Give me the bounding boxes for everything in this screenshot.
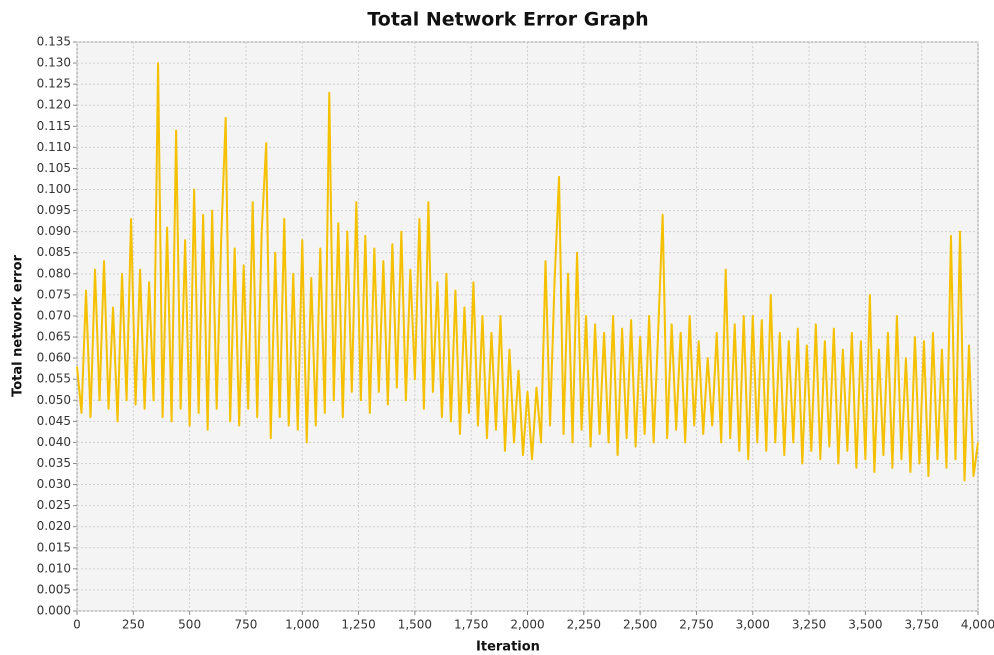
x-tick-label: 4,000: [961, 618, 994, 632]
y-tick-label: 0.025: [37, 498, 71, 512]
x-tick-label: 0: [73, 618, 81, 632]
x-tick-label: 1,500: [398, 618, 432, 632]
x-axis-label: Iteration: [476, 640, 540, 655]
y-tick-label: 0.125: [37, 77, 71, 91]
x-tick-label: 250: [122, 618, 145, 632]
x-tick-label: 3,000: [736, 618, 770, 632]
y-tick-label: 0.045: [37, 414, 71, 428]
y-tick-label: 0.080: [37, 266, 71, 280]
y-tick-label: 0.085: [37, 245, 71, 259]
data-line: [76, 62, 979, 482]
y-tick-label: 0.000: [37, 604, 71, 618]
x-tick-label: 1,750: [454, 618, 488, 632]
y-tick-label: 0.035: [37, 456, 71, 470]
y-tick-label: 0.070: [37, 308, 71, 322]
x-tick-label: 3,500: [848, 618, 882, 632]
y-tick-label: 0.100: [37, 182, 71, 196]
x-tick-label: 2,250: [567, 618, 601, 632]
y-tick-label: 0.030: [37, 477, 71, 491]
x-tick-label: 750: [234, 618, 257, 632]
x-tick-label: 500: [178, 618, 201, 632]
y-tick-label: 0.015: [37, 540, 71, 554]
y-tick-label: 0.110: [37, 140, 71, 154]
y-tick-label: 0.050: [37, 393, 71, 407]
y-tick-label: 0.075: [37, 287, 71, 301]
y-tick-label: 0.115: [37, 119, 71, 133]
y-tick-label: 0.065: [37, 330, 71, 344]
y-tick-label: 0.135: [37, 35, 71, 49]
y-tick-label: 0.040: [37, 435, 71, 449]
x-tick-label: 1,000: [285, 618, 319, 632]
x-tick-label: 2,000: [510, 618, 544, 632]
x-tick-label: 2,500: [623, 618, 657, 632]
y-tick-label: 0.130: [37, 56, 71, 70]
y-axis-label: Total network error: [11, 255, 26, 397]
y-tick-label: 0.020: [37, 519, 71, 533]
x-tick-label: 1,250: [341, 618, 375, 632]
y-tick-label: 0.055: [37, 372, 71, 386]
x-tick-label: 2,750: [679, 618, 713, 632]
y-tick-label: 0.120: [37, 98, 71, 112]
x-tick-label: 3,750: [905, 618, 939, 632]
y-tick-label: 0.090: [37, 224, 71, 238]
y-tick-label: 0.105: [37, 161, 71, 175]
y-tick-label: 0.005: [37, 582, 71, 596]
chart-title: Total Network Error Graph: [367, 9, 648, 31]
y-tick-label: 0.010: [37, 561, 71, 575]
y-tick-label: 0.095: [37, 203, 71, 217]
y-tick-label: 0.060: [37, 351, 71, 365]
x-tick-label: 3,250: [792, 618, 826, 632]
